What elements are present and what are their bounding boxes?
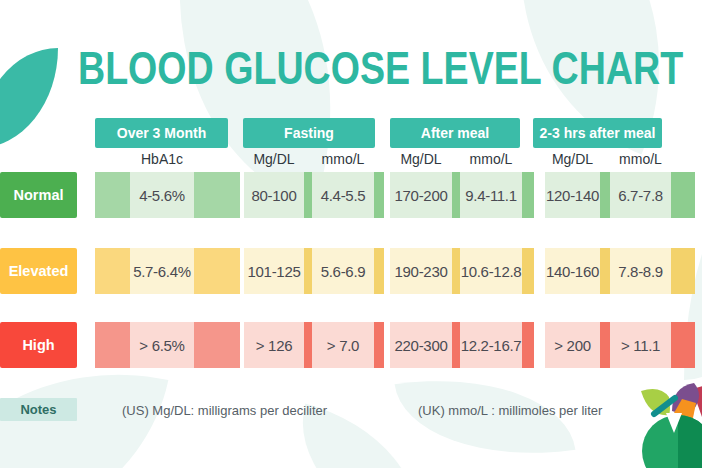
row-label-normal: Normal: [0, 172, 77, 218]
accent-block: [452, 172, 460, 218]
cell-elevated-fasting-mgdl: 101-125: [244, 248, 304, 294]
cell-value: > 6.5%: [139, 337, 184, 354]
accent-block: [304, 248, 312, 294]
cell-value: 140-160: [546, 263, 599, 280]
accent-block: [600, 322, 610, 368]
accent-block: [452, 248, 460, 294]
subheader-23hrs-mgdl: Mg/DL: [545, 150, 600, 167]
cell-elevated-hba1c: 5.7-6.4%: [130, 248, 194, 294]
cell-value: 9.4-11.1: [465, 187, 517, 204]
accent-block: [194, 322, 240, 368]
accent-block: [522, 322, 534, 368]
accent-block: [95, 248, 130, 294]
cell-normal-fasting-mmol: 4.4-5.5: [312, 172, 374, 218]
brand-logo: [630, 383, 702, 468]
accent-block: [194, 248, 240, 294]
cell-normal-fasting-mgdl: 80-100: [244, 172, 304, 218]
cell-normal-23hrs-mmol: 6.7-7.8: [610, 172, 671, 218]
accent-block: [95, 172, 130, 218]
page-title: BLOOD GLUCOSE LEVEL CHART: [78, 40, 683, 95]
cell-high-hba1c: > 6.5%: [130, 322, 194, 368]
accent-block: [374, 322, 384, 368]
accent-block: [374, 172, 384, 218]
cell-normal-aftermeal-mmol: 9.4-11.1: [460, 172, 522, 218]
cell-value: > 126: [256, 337, 292, 354]
accent-block: [374, 248, 384, 294]
note-uk: (UK) mmo/L : millimoles per liter: [418, 403, 602, 418]
cell-elevated-23hrs-mgdl: 140-160: [545, 248, 600, 294]
column-header-fasting: Fasting: [243, 118, 375, 148]
subheader-23hrs-mmol: mmo/L: [610, 150, 671, 167]
cell-value: 6.7-7.8: [618, 187, 663, 204]
row-label-high: High: [0, 322, 77, 368]
accent-block: [671, 322, 695, 368]
cell-value: 4.4-5.5: [321, 187, 366, 204]
cell-value: > 7.0: [327, 337, 359, 354]
accent-block: [600, 172, 610, 218]
row-band-high: > 6.5% > 126 > 7.0 220-300 12.2-16.7 > 2…: [95, 322, 695, 368]
spacer: [534, 172, 545, 218]
column-header-after-meal: After meal: [390, 118, 520, 148]
subheader-fasting-mmol: mmo/L: [312, 150, 374, 167]
column-header-over-3-month: Over 3 Month: [95, 118, 228, 148]
subheader-fasting-mgdl: Mg/DL: [244, 150, 304, 167]
accent-block: [452, 322, 460, 368]
row-band-normal: 4-5.6% 80-100 4.4-5.5 170-200 9.4-11.1 1…: [95, 172, 695, 218]
accent-block: [522, 248, 534, 294]
cell-value: 120-140: [546, 187, 599, 204]
cell-high-fasting-mgdl: > 126: [244, 322, 304, 368]
cell-value: 5.6-6.9: [321, 263, 366, 280]
subheader-aftermeal-mgdl: Mg/DL: [390, 150, 452, 167]
accent-block: [600, 248, 610, 294]
subheader-aftermeal-mmol: mmo/L: [460, 150, 522, 167]
accent-block: [671, 172, 695, 218]
cell-elevated-aftermeal-mmol: 10.6-12.8: [460, 248, 522, 294]
cell-high-aftermeal-mgdl: 220-300: [390, 322, 452, 368]
row-label-elevated: Elevated: [0, 248, 77, 294]
cell-value: 5.7-6.4%: [133, 263, 191, 280]
cell-value: 10.6-12.8: [461, 263, 522, 280]
cell-high-aftermeal-mmol: 12.2-16.7: [460, 322, 522, 368]
cell-value: > 11.1: [621, 337, 660, 354]
blood-glucose-chart-page: BLOOD GLUCOSE LEVEL CHART Over 3 Month F…: [0, 0, 702, 468]
note-us: (US) Mg/DL: milligrams per deciliter: [122, 403, 327, 418]
cell-elevated-fasting-mmol: 5.6-6.9: [312, 248, 374, 294]
cell-high-23hrs-mgdl: > 200: [545, 322, 600, 368]
cell-value: 170-200: [395, 187, 448, 204]
spacer: [534, 322, 545, 368]
accent-block: [194, 172, 240, 218]
accent-block: [522, 172, 534, 218]
cell-value: 190-230: [395, 263, 448, 280]
spacer: [534, 248, 545, 294]
cell-normal-aftermeal-mgdl: 170-200: [390, 172, 452, 218]
cell-value: 7.8-8.9: [618, 263, 663, 280]
notes-label: Notes: [0, 398, 77, 421]
cell-normal-hba1c: 4-5.6%: [130, 172, 194, 218]
column-header-2-3-hrs: 2-3 hrs after meal: [533, 118, 662, 148]
teal-leaf-decoration: [0, 48, 58, 148]
subheader-hba1c: HbA1c: [130, 150, 194, 167]
accent-block: [95, 322, 130, 368]
cell-value: 101-125: [248, 263, 301, 280]
cell-high-23hrs-mmol: > 11.1: [610, 322, 671, 368]
cell-value: 220-300: [395, 337, 448, 354]
accent-block: [304, 172, 312, 218]
cell-elevated-aftermeal-mgdl: 190-230: [390, 248, 452, 294]
cell-high-fasting-mmol: > 7.0: [312, 322, 374, 368]
cell-value: > 200: [554, 337, 590, 354]
cell-value: 4-5.6%: [139, 187, 185, 204]
accent-block: [671, 248, 695, 294]
accent-block: [304, 322, 312, 368]
cell-normal-23hrs-mgdl: 120-140: [545, 172, 600, 218]
row-band-elevated: 5.7-6.4% 101-125 5.6-6.9 190-230 10.6-12…: [95, 248, 695, 294]
cell-elevated-23hrs-mmol: 7.8-8.9: [610, 248, 671, 294]
cell-value: 80-100: [252, 187, 297, 204]
cell-value: 12.2-16.7: [461, 337, 522, 354]
